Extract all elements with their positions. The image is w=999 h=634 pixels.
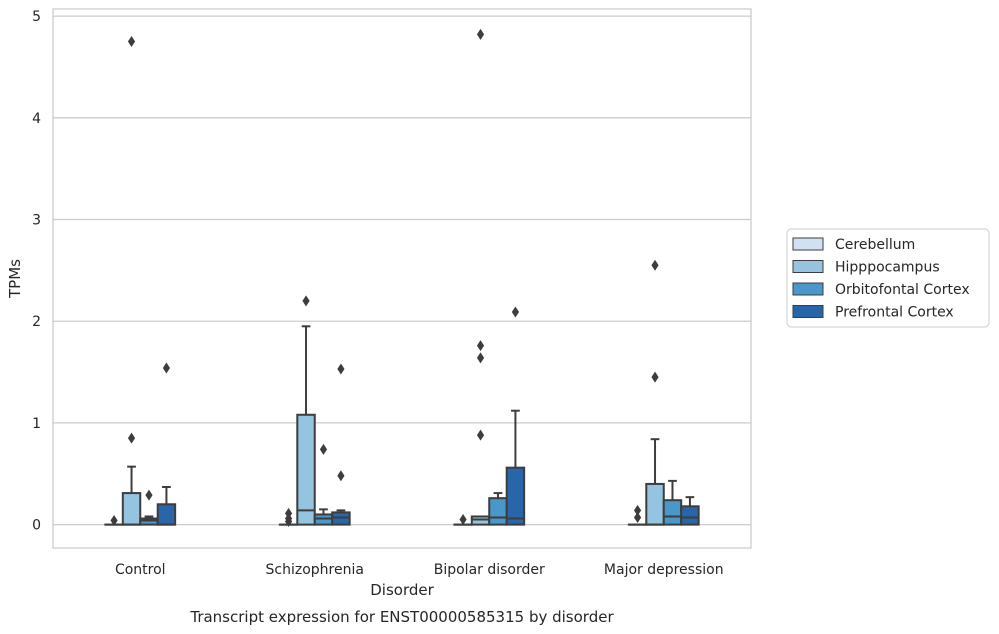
legend-label: Prefrontal Cortex	[835, 305, 954, 321]
x-tick-label: Bipolar disorder	[434, 562, 545, 578]
box-orbitofontal-cortex	[313, 443, 334, 526]
legend-item: Prefrontal Cortex	[792, 305, 954, 321]
legend-label: Orbitofontal Cortex	[835, 282, 970, 298]
legend-label: Hipppocampus	[835, 260, 940, 276]
outlier-point	[476, 429, 485, 441]
box-prefrontal-cortex	[680, 496, 700, 526]
legend-item: Orbitofontal Cortex	[792, 282, 970, 298]
x-axis-label: Disorder	[370, 581, 434, 599]
y-axis-label: TPMs	[6, 259, 24, 299]
box-body	[313, 513, 334, 526]
x-tick-label: Schizophrenia	[266, 562, 364, 578]
box-cerebellum	[453, 514, 473, 526]
x-tick-label: Control	[115, 562, 166, 578]
chart-caption: Transcript expression for ENST0000058531…	[189, 608, 614, 626]
plot-area-frame	[52, 8, 752, 549]
x-tick-label: Major depression	[604, 562, 724, 578]
outlier-point	[651, 259, 659, 271]
box-hipppocampus	[121, 36, 142, 526]
legend-swatch	[792, 305, 824, 318]
box-body	[296, 413, 316, 526]
outlier-point	[127, 432, 136, 444]
outlier-point	[337, 470, 345, 482]
legend-swatch	[792, 282, 824, 296]
y-tick-label: 3	[32, 213, 41, 229]
outlier-point	[145, 489, 153, 501]
outlier-point	[476, 352, 485, 364]
legend-swatch	[792, 260, 824, 273]
box-cerebellum	[627, 504, 648, 526]
y-tick-label: 4	[32, 111, 41, 127]
box-hipppocampus	[645, 259, 665, 526]
outlier-point	[511, 306, 520, 318]
y-tick-label: 2	[32, 314, 41, 330]
box-body	[680, 505, 700, 526]
box-cerebellum	[278, 507, 299, 528]
box-orbitofontal-cortex	[488, 492, 508, 526]
outlier-point	[459, 514, 467, 526]
outlier-point	[337, 363, 345, 375]
box-body	[505, 466, 526, 526]
box-cerebellum	[104, 515, 124, 527]
legend-swatch	[792, 237, 824, 251]
box-body	[488, 497, 508, 526]
box-body	[662, 499, 683, 526]
box-body	[470, 515, 491, 526]
y-tick-label: 1	[32, 416, 41, 432]
box-prefrontal-cortex	[156, 362, 177, 526]
box-prefrontal-cortex	[505, 306, 526, 526]
box-body	[331, 511, 351, 526]
outlier-point	[633, 504, 642, 516]
y-tick-label: 5	[32, 9, 41, 25]
outlier-point	[476, 28, 485, 40]
box-orbitofontal-cortex	[662, 479, 683, 526]
outlier-point	[127, 36, 136, 48]
outlier-point	[284, 507, 293, 519]
outlier-point	[651, 371, 659, 383]
box-body	[139, 517, 159, 526]
x-tick-labels: Control Schizophrenia Bipolar disorder Majo…	[115, 562, 724, 578]
box-body	[121, 492, 142, 526]
box-hipppocampus	[470, 28, 491, 526]
box-body	[156, 503, 177, 526]
outlier-point	[302, 295, 310, 307]
box-body	[645, 482, 665, 526]
outlier-point	[476, 340, 485, 352]
grid-lines	[53, 15, 751, 526]
legend: Cerebellum Hipppocampus Orbitofontal Corte…	[786, 228, 990, 328]
legend-frame	[786, 228, 990, 328]
y-tick-labels: 0 1 2 3 4 5	[32, 9, 41, 533]
box-hipppocampus	[296, 295, 316, 526]
outlier-point	[110, 515, 118, 527]
y-tick-label: 0	[32, 518, 41, 534]
box-prefrontal-cortex	[331, 363, 351, 526]
outlier-point	[319, 443, 328, 455]
box-plots	[104, 28, 700, 528]
outlier-point	[633, 511, 642, 523]
legend-item: Cerebellum	[792, 237, 915, 253]
legend-label: Cerebellum	[835, 237, 915, 253]
outlier-point	[162, 362, 171, 374]
legend-item: Hipppocampus	[792, 260, 940, 276]
box-orbitofontal-cortex	[139, 489, 159, 526]
